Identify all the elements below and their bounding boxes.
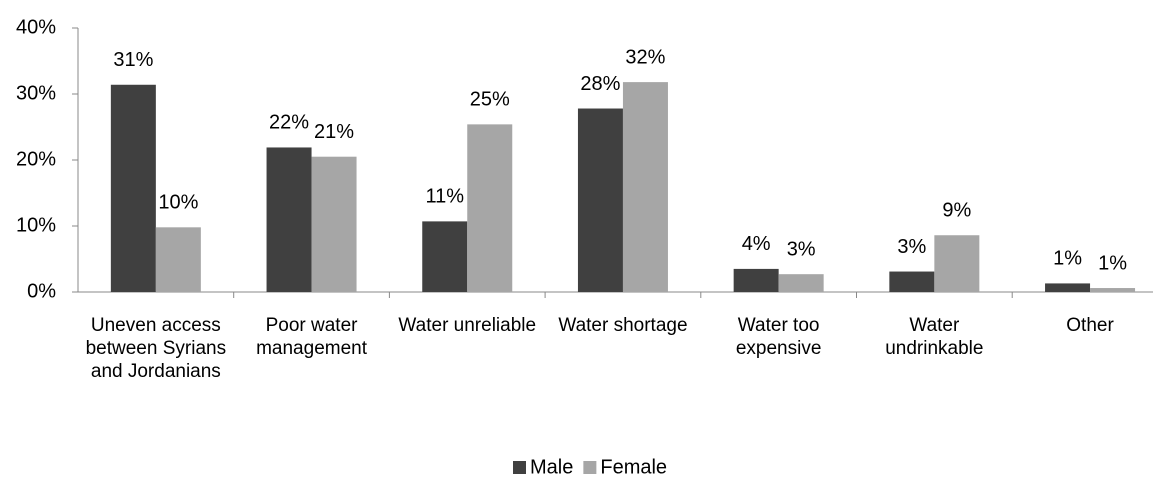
bar xyxy=(1045,283,1091,292)
bar xyxy=(934,235,980,292)
bar xyxy=(1090,288,1136,292)
bar xyxy=(889,271,935,292)
bar xyxy=(311,156,357,292)
y-tick-label: 40% xyxy=(16,16,56,38)
value-label: 32% xyxy=(625,46,665,68)
value-label: 21% xyxy=(314,121,354,143)
value-label: 22% xyxy=(269,112,309,134)
bar xyxy=(110,84,156,292)
x-tick-label: Uneven access between Syrians and Jordan… xyxy=(85,315,227,382)
legend-swatch xyxy=(513,461,526,474)
value-label: 3% xyxy=(897,236,926,258)
x-tick-label: Other xyxy=(1066,315,1114,336)
x-tick-label: Water too expensive xyxy=(735,315,822,359)
bar xyxy=(155,227,201,292)
value-label: 3% xyxy=(787,238,816,260)
value-label: 9% xyxy=(942,200,971,222)
x-tick-label: Water shortage xyxy=(558,315,688,336)
y-tick-label: 10% xyxy=(16,214,56,236)
bar xyxy=(467,124,513,292)
legend-label: Male xyxy=(530,456,573,478)
bar xyxy=(577,108,623,293)
legend-label: Female xyxy=(600,456,667,478)
legend-swatch xyxy=(583,461,597,474)
bar xyxy=(422,221,468,292)
bar xyxy=(266,147,312,292)
value-label: 1% xyxy=(1098,252,1127,274)
value-label: 4% xyxy=(742,233,771,255)
value-label: 25% xyxy=(470,89,510,111)
y-tick-label: 0% xyxy=(27,280,56,302)
value-label: 11% xyxy=(425,186,464,208)
x-tick-label: Water undrinkable xyxy=(885,315,984,359)
y-tick-label: 20% xyxy=(16,148,56,170)
bar xyxy=(733,268,779,292)
x-tick-label: Water unreliable xyxy=(398,315,537,336)
value-label: 28% xyxy=(580,73,620,95)
x-tick-label: Poor water management xyxy=(256,315,367,359)
y-tick-label: 30% xyxy=(16,82,56,104)
value-label: 10% xyxy=(158,192,198,214)
bar xyxy=(622,82,668,293)
bar xyxy=(778,274,824,292)
value-label: 31% xyxy=(113,49,153,71)
value-label: 1% xyxy=(1053,248,1082,270)
